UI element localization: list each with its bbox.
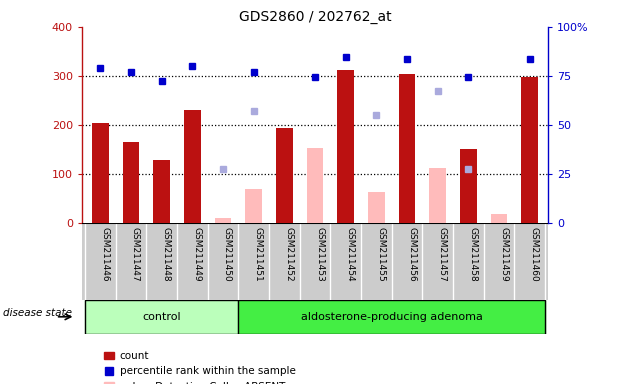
Text: GSM211453: GSM211453 — [315, 227, 324, 281]
Bar — [491, 214, 507, 223]
Text: GSM211448: GSM211448 — [162, 227, 171, 281]
Text: control: control — [142, 312, 181, 322]
Text: disease state: disease state — [3, 308, 72, 318]
Bar — [215, 218, 231, 223]
Bar — [245, 189, 262, 223]
Text: GSM211454: GSM211454 — [346, 227, 355, 281]
Text: GSM211451: GSM211451 — [254, 227, 263, 281]
Bar — [153, 160, 170, 223]
Text: GSM211457: GSM211457 — [438, 227, 447, 281]
Bar — [123, 142, 139, 223]
Bar — [85, 300, 238, 334]
Bar — [368, 192, 385, 223]
Text: GSM211446: GSM211446 — [100, 227, 109, 281]
Text: GSM211459: GSM211459 — [499, 227, 508, 281]
Bar — [238, 300, 545, 334]
Bar — [429, 168, 446, 223]
Text: GSM211460: GSM211460 — [530, 227, 539, 281]
Bar — [307, 148, 323, 223]
Text: GSM211447: GSM211447 — [131, 227, 140, 281]
Text: GSM211456: GSM211456 — [407, 227, 416, 281]
Bar — [460, 149, 477, 223]
Text: GSM211455: GSM211455 — [376, 227, 386, 281]
Bar — [399, 74, 415, 223]
Bar — [337, 70, 354, 223]
Bar — [92, 123, 109, 223]
Bar — [184, 110, 201, 223]
Bar — [276, 128, 293, 223]
Text: GSM211450: GSM211450 — [223, 227, 232, 281]
Text: GSM211449: GSM211449 — [192, 227, 202, 281]
Text: aldosterone-producing adenoma: aldosterone-producing adenoma — [301, 312, 483, 322]
Legend: count, percentile rank within the sample, value, Detection Call = ABSENT, rank, : count, percentile rank within the sample… — [100, 347, 299, 384]
Bar — [521, 77, 538, 223]
Text: GSM211458: GSM211458 — [468, 227, 478, 281]
Text: GSM211452: GSM211452 — [284, 227, 294, 281]
Title: GDS2860 / 202762_at: GDS2860 / 202762_at — [239, 10, 391, 25]
